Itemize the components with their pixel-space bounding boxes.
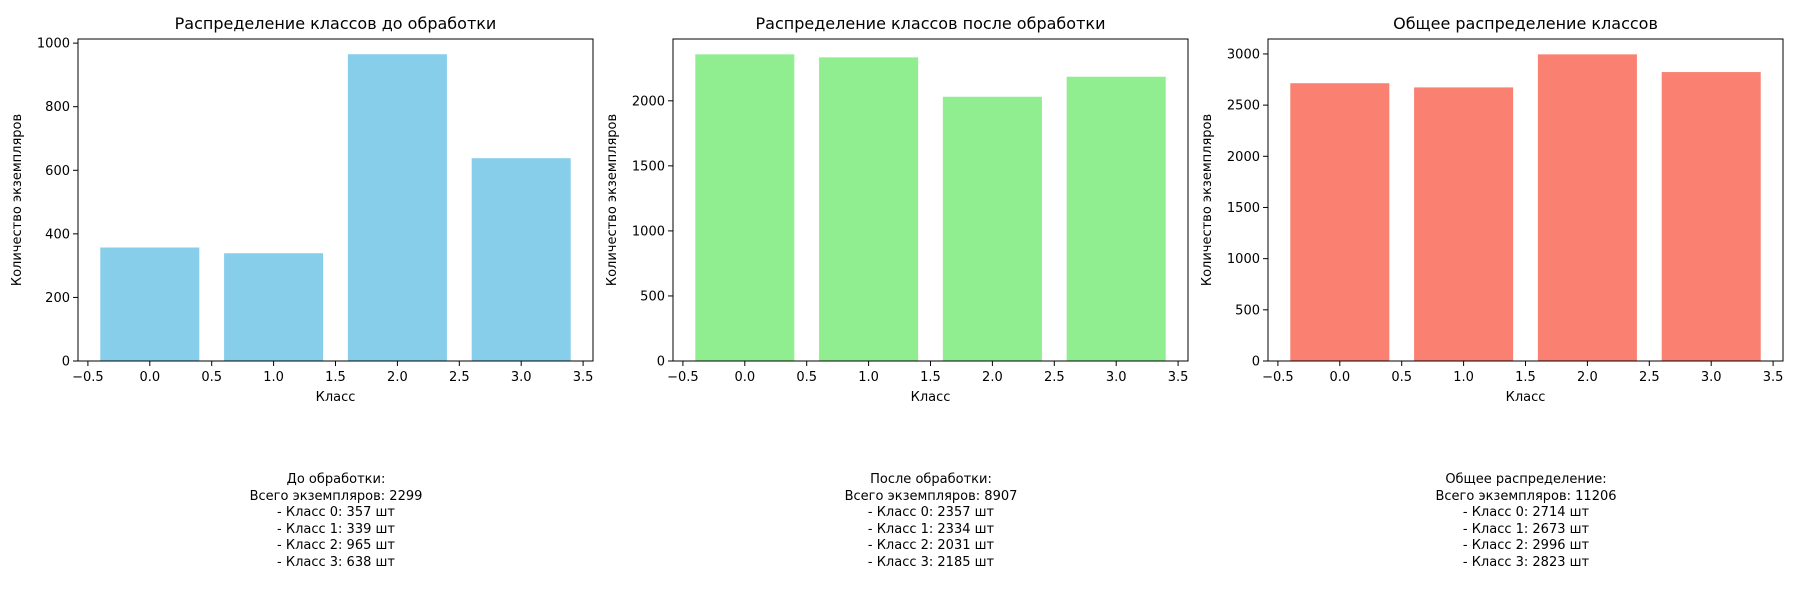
y-tick-label: 2000 [632, 94, 665, 109]
bar-class-0 [695, 54, 795, 361]
x-tick-label: 2.5 [449, 370, 470, 385]
y-tick-label: 0 [62, 355, 70, 370]
bar-class-0 [100, 247, 200, 361]
bar-class-1 [819, 57, 919, 362]
x-tick-label: 2.0 [387, 370, 408, 385]
chart-panel-0: −0.5 0.0 0.5 1.0 1.5 2.0 2.5 3.0 3.5 0 200 400 600 80… [10, 14, 594, 405]
y-tick-label: 1500 [1227, 201, 1260, 216]
summary-line: - Класс 3: 2185 шт [867, 554, 995, 570]
y-tick-label: 800 [45, 100, 70, 115]
x-tick-label: 0.5 [796, 370, 817, 385]
x-tick-label: 0.5 [1391, 370, 1412, 385]
chart-title: Распределение классов до обработки [175, 14, 497, 33]
bar-class-2 [347, 54, 447, 361]
summary-line: - Класс 3: 2823 шт [1462, 554, 1590, 570]
bar-class-3 [471, 158, 571, 361]
chart-panel-2: −0.5 0.0 0.5 1.0 1.5 2.0 2.5 3.0 3.5 0 500 1000 1500… [1200, 14, 1784, 405]
x-tick-label: 0.5 [201, 370, 222, 385]
summary-line: - Класс 1: 2334 шт [867, 521, 995, 537]
x-axis-label: Класс [316, 390, 356, 405]
summary-line: - Класс 2: 965 шт [277, 538, 395, 553]
x-tick-label: 3.0 [1701, 370, 1722, 385]
y-tick-label: 600 [45, 164, 70, 179]
x-tick-label: 2.5 [1044, 370, 1065, 385]
x-tick-label: 0.0 [1329, 370, 1350, 385]
summary-total: Всего экземпляров: 11206 [1435, 488, 1617, 504]
bar-class-2 [942, 96, 1042, 362]
x-tick-label: 1.5 [920, 370, 941, 385]
y-axis-label: Количество экземпляров [1200, 114, 1215, 286]
x-tick-label: 1.0 [1453, 370, 1474, 385]
bar-class-2 [1537, 54, 1637, 361]
bar-class-3 [1661, 72, 1761, 362]
x-tick-label: −0.5 [667, 370, 699, 385]
y-tick-label: 200 [45, 291, 70, 306]
x-tick-label: 3.5 [1763, 370, 1784, 385]
summary-line: - Класс 2: 2996 шт [1462, 538, 1590, 553]
bar-class-1 [1414, 87, 1514, 361]
y-tick-label: 1000 [632, 224, 665, 239]
summary-before: До обработки: Всего экземпляров: 2299 - … [176, 472, 496, 571]
y-tick-label: 1000 [37, 37, 70, 52]
summary-total: Всего экземпляров: 2299 [249, 488, 423, 504]
x-tick-label: 1.5 [325, 370, 346, 385]
x-axis-label: Класс [1506, 390, 1546, 405]
x-tick-label: 2.5 [1639, 370, 1660, 385]
summary-line: - Класс 1: 2673 шт [1462, 521, 1590, 537]
x-tick-label: 3.0 [511, 370, 532, 385]
summary-line: - Класс 0: 2357 шт [867, 505, 995, 520]
summary-total: Всего экземпляров: 8907 [844, 488, 1018, 504]
y-axis-label: Количество экземпляров [10, 114, 25, 286]
x-tick-label: 3.5 [1168, 370, 1189, 385]
bar-class-0 [1290, 83, 1390, 361]
x-tick-label: 0.0 [139, 370, 160, 385]
chart-title: Распределение классов после обработки [756, 14, 1106, 33]
summary-heading: После обработки: [870, 472, 992, 487]
y-axis-label: Количество экземпляров [605, 114, 620, 286]
y-tick-label: 2500 [1227, 99, 1260, 114]
summary-total-distribution: Общее распределение: Всего экземпляров: … [1366, 472, 1686, 571]
x-tick-label: 3.0 [1106, 370, 1127, 385]
x-tick-label: 2.0 [1577, 370, 1598, 385]
y-tick-label: 400 [45, 227, 70, 242]
y-tick-label: 3000 [1227, 47, 1260, 62]
y-tick-label: 1000 [1227, 252, 1260, 267]
summary-line: - Класс 2: 2031 шт [867, 538, 995, 553]
y-tick-label: 1500 [632, 159, 665, 174]
x-axis-label: Класс [911, 390, 951, 405]
x-tick-label: 3.5 [573, 370, 594, 385]
y-tick-label: 2000 [1227, 150, 1260, 165]
x-tick-label: 1.0 [858, 370, 879, 385]
summary-heading: До обработки: [286, 472, 386, 487]
bar-class-3 [1066, 76, 1166, 361]
chart-title: Общее распределение классов [1393, 14, 1658, 33]
x-tick-label: −0.5 [72, 370, 104, 385]
y-tick-label: 500 [1235, 303, 1260, 318]
summary-line: - Класс 1: 339 шт [277, 521, 395, 537]
y-tick-label: 500 [640, 289, 665, 304]
x-tick-label: 1.5 [1515, 370, 1536, 385]
x-tick-label: −0.5 [1262, 370, 1294, 385]
bar-class-1 [224, 253, 324, 361]
x-tick-label: 0.0 [734, 370, 755, 385]
summary-heading: Общее распределение: [1445, 472, 1607, 487]
summary-after: После обработки: Всего экземпляров: 8907… [771, 472, 1091, 571]
x-tick-label: 2.0 [982, 370, 1003, 385]
summary-line: - Класс 0: 357 шт [277, 505, 395, 520]
y-tick-label: 0 [657, 355, 665, 370]
y-tick-label: 0 [1252, 355, 1260, 370]
x-tick-label: 1.0 [263, 370, 284, 385]
summary-line: - Класс 3: 638 шт [277, 554, 395, 570]
chart-panel-1: −0.5 0.0 0.5 1.0 1.5 2.0 2.5 3.0 3.5 0 500 1000 1500… [605, 14, 1189, 405]
summary-line: - Класс 0: 2714 шт [1462, 505, 1590, 520]
